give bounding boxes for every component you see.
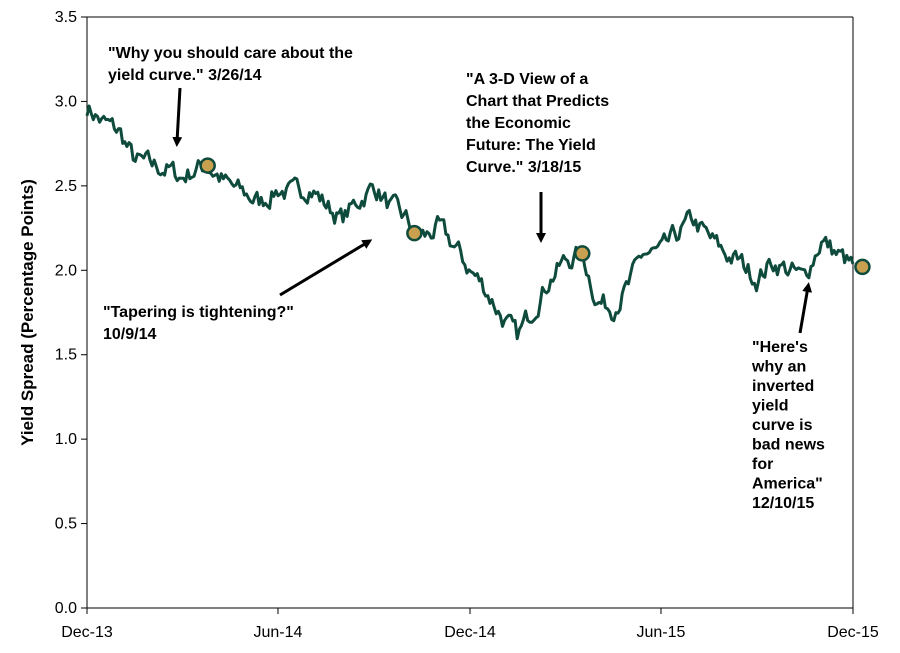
y-tick-label: 2.5: [55, 178, 77, 195]
annotation-text-2: "Tapering is tightening?" 10/9/14: [103, 304, 294, 343]
y-tick-label: 0.0: [55, 600, 77, 617]
event-marker-1: [199, 157, 216, 174]
marker-layer: [199, 157, 871, 276]
annotation-line: for: [752, 456, 773, 473]
annotation-line: America": [752, 476, 823, 493]
x-tick-label: Dec-13: [61, 624, 113, 641]
x-tick-label: Jun-14: [254, 624, 303, 641]
annotation-line: "Why you should care about the: [108, 45, 353, 62]
annotation-line: curve is: [752, 417, 813, 434]
y-tick-label: 3.0: [55, 93, 77, 110]
x-tick-label: Jun-15: [637, 624, 686, 641]
y-axis-title: Yield Spread (Percentage Points): [18, 179, 37, 446]
annotation-text-1: "Why you should care about the yield curv…: [108, 45, 353, 84]
annotation-line: 12/10/15: [752, 495, 814, 512]
annotation-arrow-4: [798, 282, 813, 334]
x-ticks: Dec-13 Jun-14 Dec-14 Jun-15 Dec-15: [61, 608, 879, 641]
annotation-line: Future: The Yield: [466, 137, 596, 154]
series-layer: [85, 104, 855, 341]
y-tick-label: 2.0: [55, 262, 77, 279]
y-tick-label: 3.5: [55, 9, 77, 26]
annotation-text-3: "A 3-D View of a Chart that Predicts the E…: [466, 71, 609, 176]
event-marker-2: [406, 224, 423, 242]
y-tick-label: 0.5: [55, 516, 77, 533]
annotation-line: 10/9/14: [103, 326, 156, 343]
axes: [86, 16, 854, 609]
annotation-layer: "Why you should care about the yield curv…: [103, 45, 825, 512]
y-tick-label: 1.0: [55, 431, 77, 448]
x-tick-label: Dec-15: [827, 624, 879, 641]
annotation-line: yield curve." 3/26/14: [108, 67, 262, 84]
yield-spread-series-line: [85, 104, 855, 341]
y-tick-label: 1.5: [55, 347, 77, 364]
annotation-line: why an: [751, 359, 806, 376]
annotation-line: "Here's: [752, 339, 808, 356]
annotation-arrow-1: [172, 87, 183, 147]
annotation-line: yield: [752, 398, 788, 415]
annotation-line: "A 3-D View of a: [466, 71, 588, 88]
annotation-line: "Tapering is tightening?": [103, 304, 294, 321]
annotation-text-4: "Here's why an inverted yield curve is bad ne…: [751, 339, 825, 512]
annotation-line: bad news: [752, 437, 825, 454]
event-marker-3: [574, 245, 591, 262]
y-ticks: 0.0 0.5 1.0 1.5 2.0 2.5 3.0 3.5: [55, 9, 87, 617]
annotation-line: Chart that Predicts: [466, 93, 609, 110]
annotation-line: Curve." 3/18/15: [466, 159, 581, 176]
x-tick-label: Dec-14: [444, 624, 496, 641]
event-marker-4: [854, 258, 871, 276]
annotation-arrow-2: [279, 239, 373, 297]
annotation-line: inverted: [752, 378, 814, 395]
annotation-line: the Economic: [466, 115, 571, 132]
